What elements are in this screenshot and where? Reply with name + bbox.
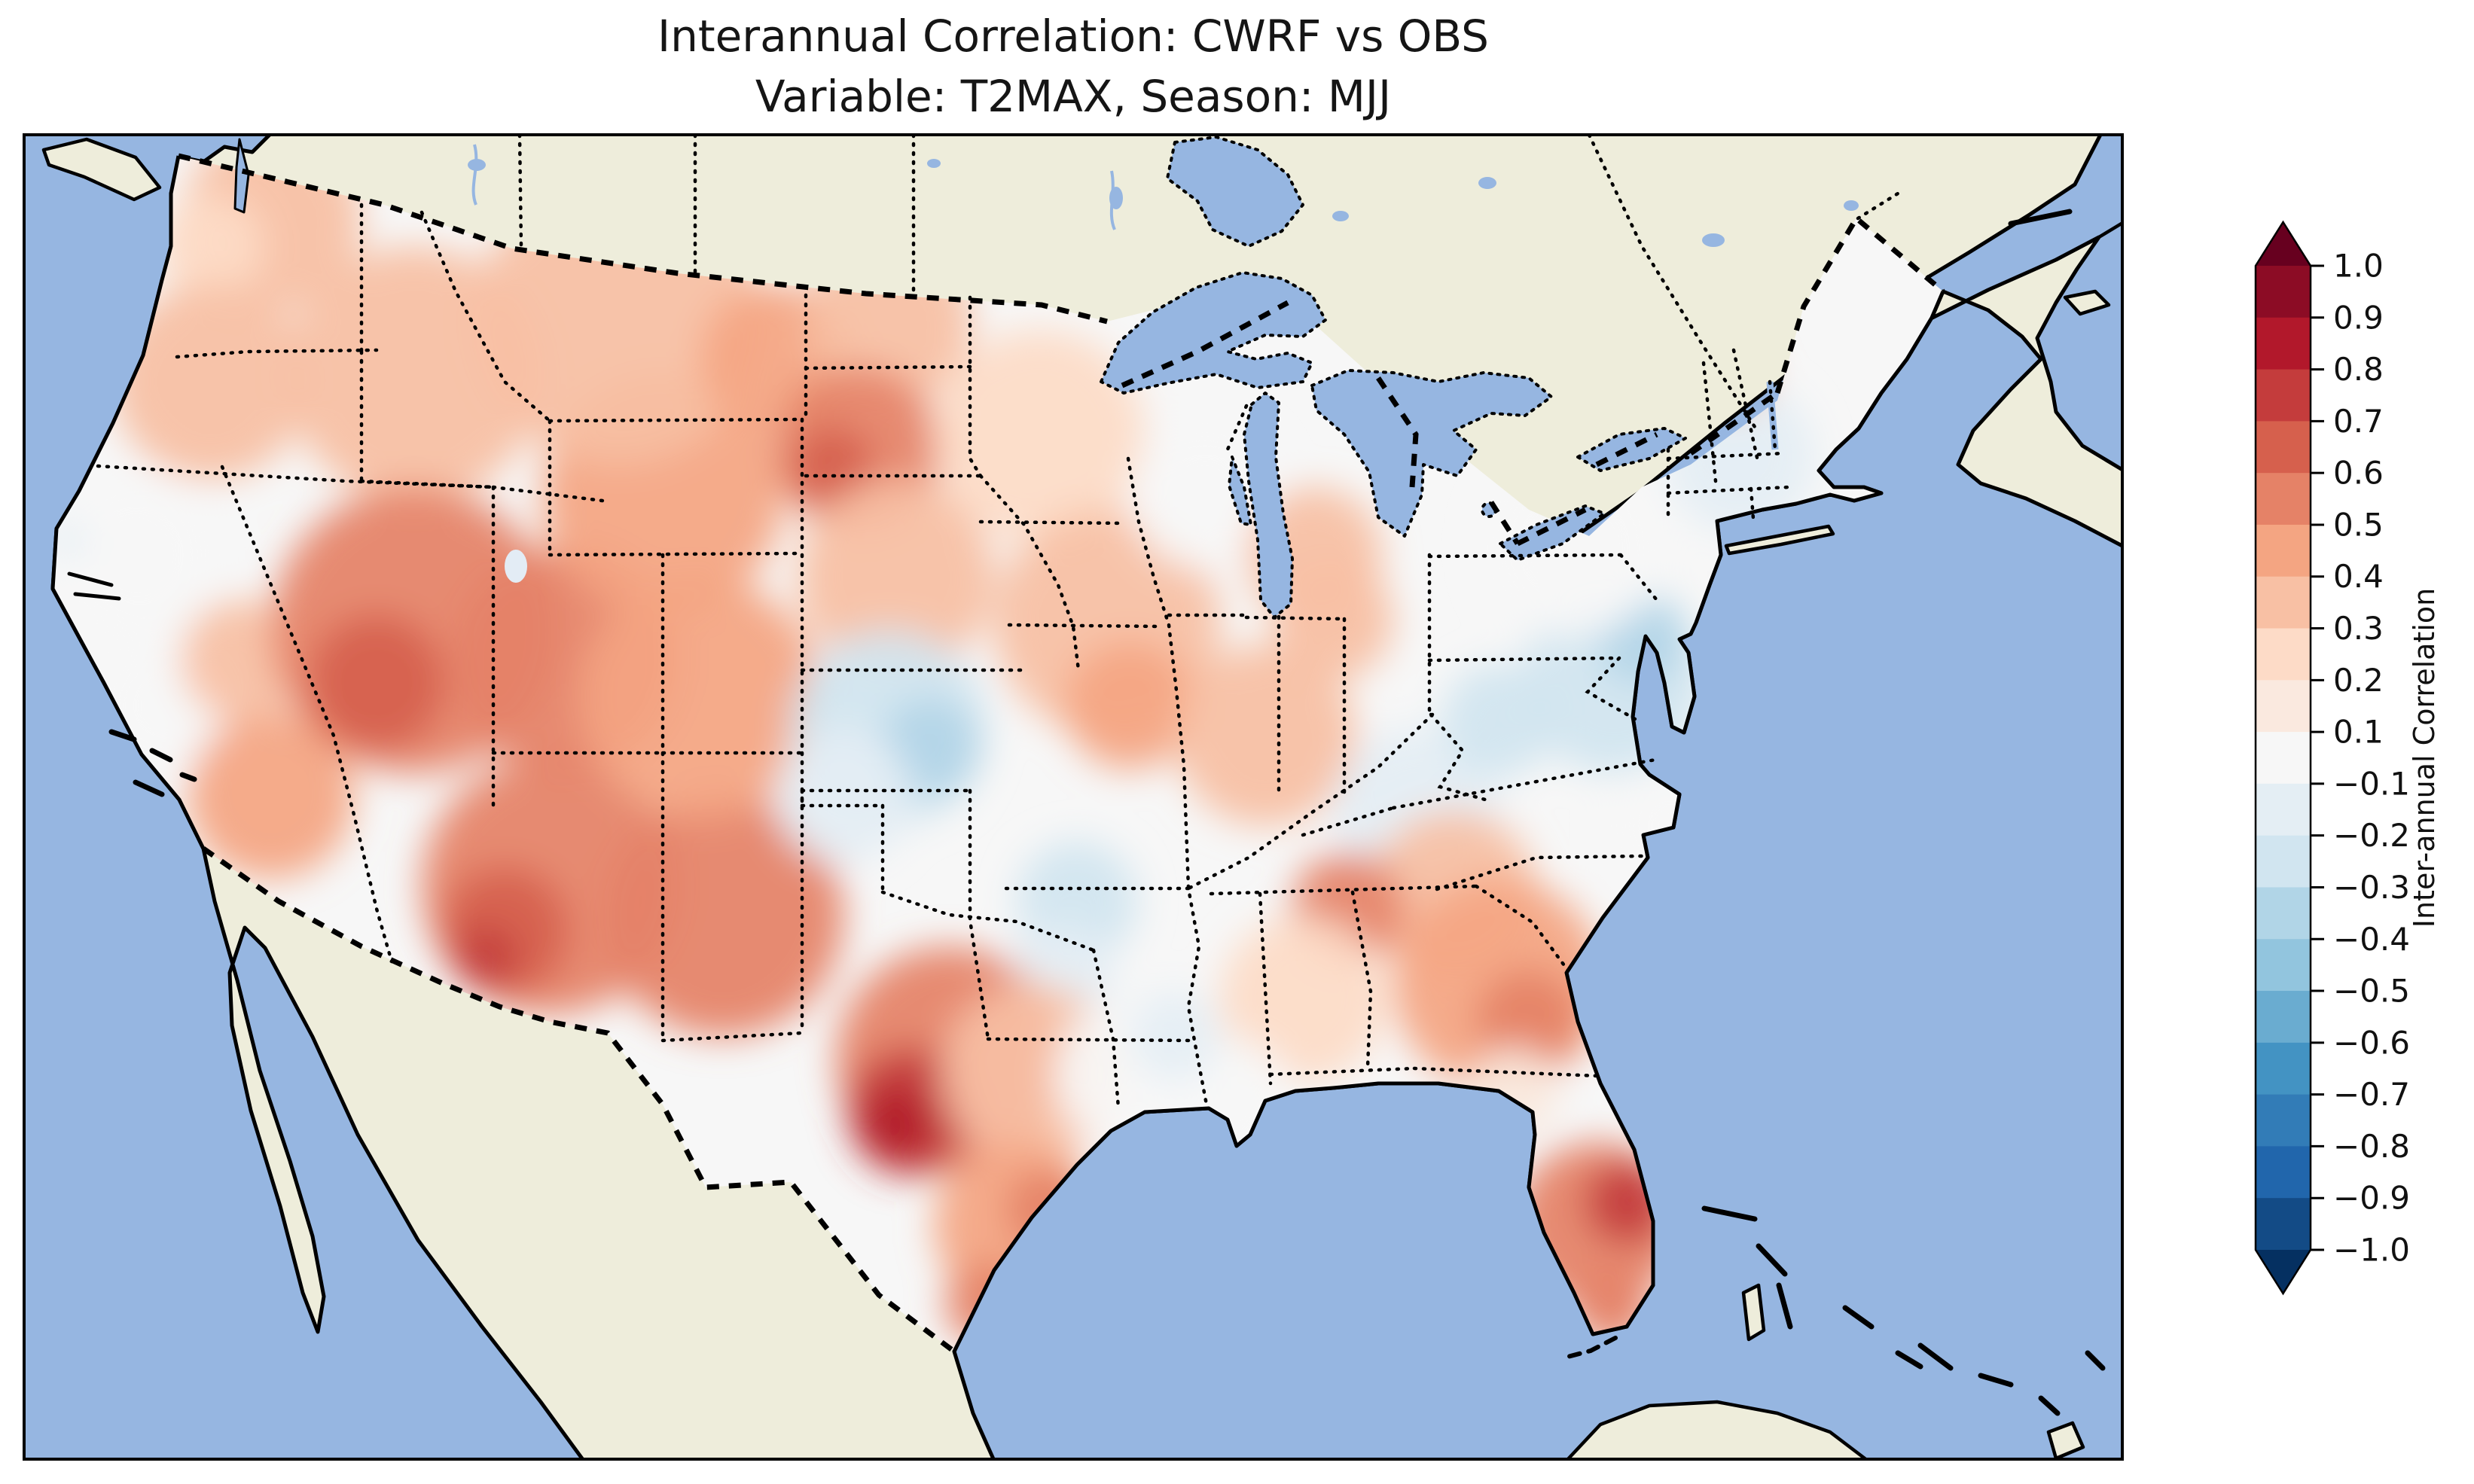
colorbar-tick-label: 1.0 <box>2333 248 2384 285</box>
canada-river <box>471 144 1116 230</box>
colorbar-tick-label: 0.3 <box>2333 610 2384 647</box>
lake-superior <box>1100 271 1327 395</box>
figure-title: Interannual Correlation: CWRF vs OBS Var… <box>23 6 2124 126</box>
colorbar-tick-label: −0.1 <box>2333 765 2410 802</box>
colorbar-svg: 1.0 0.9 0.8 0.7 0.6 0.5 0.4 0.3 0.2 0.1 −0.1 −0.2 −0… <box>2254 220 2441 1296</box>
prince-edward-island <box>2063 289 2111 316</box>
field-region <box>862 1089 930 1157</box>
small-islets <box>67 209 2106 1416</box>
field-region <box>580 577 821 818</box>
long-island <box>1724 524 1835 556</box>
colorbar-tick-label: 0.6 <box>2333 455 2384 492</box>
field-region <box>1273 559 1393 679</box>
florida-keys <box>1563 1336 1618 1360</box>
colorbar-tick-label: 0.5 <box>2333 506 2384 543</box>
colorbar-axis-label: Inter-annual Correlation <box>2408 588 2441 928</box>
colorbar-band <box>2256 524 2311 577</box>
field-region <box>1130 992 1220 1082</box>
colorbar-band <box>2256 1198 2311 1251</box>
colorbar-tick-label: 0.4 <box>2333 558 2384 595</box>
coastline-stroke <box>50 155 1945 1353</box>
islands <box>41 137 2124 1461</box>
field-region <box>309 615 444 751</box>
map-panel <box>23 133 2124 1461</box>
field-region <box>113 284 309 480</box>
colorbar-tick-label: 0.9 <box>2333 299 2384 336</box>
colorbar-band <box>2256 991 2311 1044</box>
figure-title-line1: Interannual Correlation: CWRF vs OBS <box>657 11 1489 62</box>
colorbar-tick-label: −0.6 <box>2333 1024 2410 1061</box>
canada-province-borders <box>517 133 1900 429</box>
green-bay <box>1228 456 1252 526</box>
lake-of-the-woods <box>1166 136 1304 248</box>
correlation-field <box>53 156 1943 1351</box>
colorbar-band <box>2256 680 2311 733</box>
colorbar-band <box>2256 835 2311 888</box>
colorbar-band <box>2256 1042 2311 1095</box>
field-region <box>53 521 87 559</box>
figure-title-line2: Variable: T2MAX, Season: MJJ <box>755 71 1392 123</box>
colorbar-band <box>2256 369 2311 422</box>
colorbar-band <box>2256 887 2311 940</box>
colorbar: 1.0 0.9 0.8 0.7 0.6 0.5 0.4 0.3 0.2 0.1 −0.1 −0.2 −0… <box>2229 211 2474 1310</box>
field-region <box>1476 969 1582 1074</box>
great-salt-lake <box>505 550 527 583</box>
colorbar-band <box>2256 783 2311 836</box>
lake-michigan <box>1243 392 1294 619</box>
lake-huron <box>1310 369 1553 538</box>
field-region <box>1175 645 1356 826</box>
colorbar-tick-label: 0.8 <box>2333 351 2384 388</box>
colorbar-band <box>2256 473 2311 526</box>
puget-sound <box>233 138 250 214</box>
colorbar-extend-bottom <box>2256 1250 2311 1294</box>
colorbar-tick-label: 0.2 <box>2333 662 2384 699</box>
colorbar-band <box>2256 421 2311 474</box>
field-region <box>454 926 517 989</box>
us-correlation-map <box>23 133 2124 1461</box>
colorbar-tick-label: −0.5 <box>2333 973 2410 1010</box>
field-region <box>776 728 911 864</box>
sf-bay <box>67 571 121 601</box>
vancouver-island <box>41 137 162 202</box>
colorbar-extend-top <box>2256 222 2311 266</box>
colorbar-band <box>2256 628 2311 681</box>
colorbar-band <box>2256 1146 2311 1199</box>
colorbar-band <box>2256 1094 2311 1147</box>
colorbar-tick-label: −0.4 <box>2333 921 2410 958</box>
state-borders <box>96 133 1900 1111</box>
nova-scotia-ref <box>2097 221 2124 239</box>
field-region <box>791 427 874 510</box>
colorbar-band <box>2256 266 2311 318</box>
colorbar-tick-label: −0.8 <box>2333 1128 2410 1165</box>
field-region <box>188 713 354 879</box>
field-region <box>1220 916 1386 1082</box>
colorbar-band <box>2256 317 2311 370</box>
field-region <box>1066 641 1194 769</box>
field-region <box>158 193 264 299</box>
colorbar-tick-label: −0.3 <box>2333 869 2410 906</box>
map-frame <box>23 133 2124 1461</box>
cuba <box>1564 1400 1870 1461</box>
colorbar-tick-label: 0.7 <box>2333 403 2384 440</box>
colorbar-tick-label: −1.0 <box>2333 1232 2410 1269</box>
colorbar-tick-label: −0.9 <box>2333 1180 2410 1217</box>
field-region <box>602 796 843 1037</box>
colorbar-band <box>2256 732 2311 785</box>
colorbar-tick-label: 0.1 <box>2333 714 2384 751</box>
field-region <box>934 329 1145 540</box>
colorbar-band <box>2256 939 2311 992</box>
colorbar-tick-label: −0.7 <box>2333 1076 2410 1113</box>
lake-erie <box>1499 504 1606 562</box>
great-inagua <box>2046 1421 2085 1461</box>
field-region <box>1130 419 1280 570</box>
andros-island <box>1741 1283 1766 1342</box>
colorbar-band <box>2256 576 2311 629</box>
great-lakes <box>1100 136 1687 619</box>
international-borders <box>178 153 1945 1354</box>
field-region <box>798 480 994 675</box>
colorbar-tick-label: −0.2 <box>2333 817 2410 854</box>
